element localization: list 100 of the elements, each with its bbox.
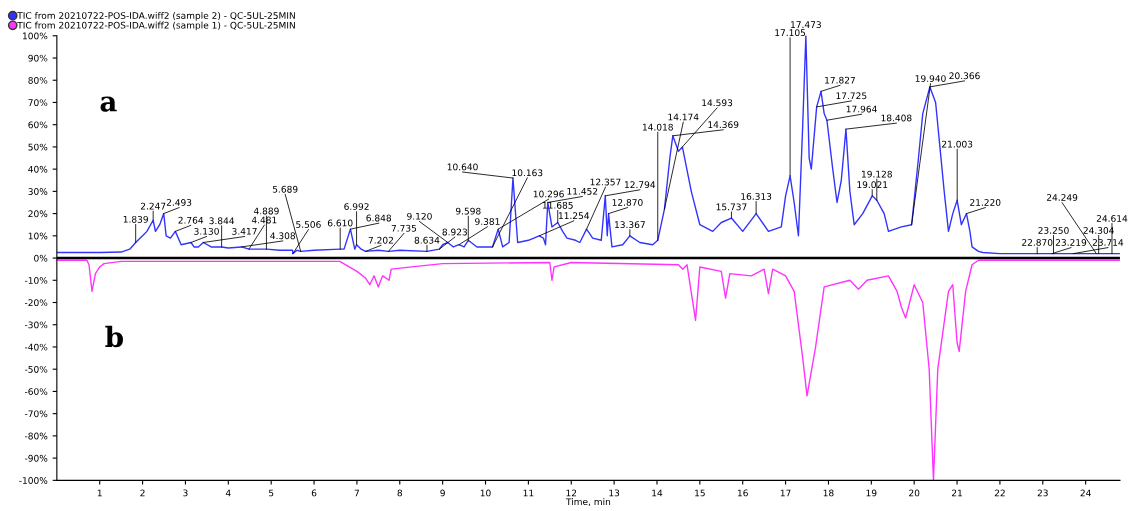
annotation: 24.614 [1096, 215, 1128, 222]
x-tick-label: 17 [780, 489, 791, 497]
annotation: 4.308 [270, 232, 296, 240]
annotation: 7.202 [368, 236, 393, 244]
annotation: 11.254 [558, 212, 590, 220]
x-tick-label: 22 [994, 489, 1005, 497]
y-tick-label: -90% [24, 454, 48, 462]
annotation: 3.130 [194, 227, 219, 235]
y-tick-label: -10% [24, 277, 48, 284]
annotation: 5.506 [296, 221, 321, 228]
annotation: 14.018 [642, 123, 673, 131]
y-tick-label: -70% [24, 410, 48, 418]
y-tick-label: 80% [28, 76, 48, 84]
y-tick-label: 0% [34, 254, 48, 262]
annotation: 10.640 [447, 163, 478, 171]
annotation: 20.366 [949, 72, 980, 80]
x-tick-label: 10 [480, 489, 491, 497]
annotation: 24.304 [1083, 227, 1114, 234]
y-tick-label: 40% [28, 165, 48, 173]
annotation: 24.249 [1046, 194, 1078, 201]
y-tick-label: -40% [24, 343, 48, 351]
annotation: 6.610 [327, 219, 353, 227]
x-tick-label: 1 [97, 489, 102, 497]
annotation: 19.128 [862, 170, 892, 178]
x-tick-label: 21 [951, 489, 962, 497]
y-tick-label: -60% [24, 388, 48, 395]
annotation: 9.381 [475, 218, 500, 225]
x-tick-label: 19 [866, 489, 877, 497]
x-tick-label: 9 [440, 489, 445, 497]
x-axis-title: Time, min [565, 498, 611, 507]
x-tick-label: 12 [566, 489, 577, 497]
y-tick-label: -50% [24, 365, 48, 373]
annotation: 12.357 [590, 178, 621, 186]
annotation: 8.923 [442, 228, 467, 236]
annotation: 2.764 [178, 216, 204, 224]
annotation: 2.247 [140, 202, 166, 210]
y-tick-label: 50% [28, 143, 48, 151]
annotation: 1.839 [123, 215, 148, 223]
x-tick-label: 20 [909, 489, 920, 497]
annotation: 19.940 [915, 75, 946, 82]
annotation: 4.889 [253, 207, 279, 215]
x-tick-label: 3 [183, 489, 188, 497]
annotation: 10.163 [512, 169, 543, 177]
annotation: 12.870 [612, 199, 643, 206]
y-tick-label: 90% [28, 54, 48, 62]
x-tick-label: 8 [397, 489, 403, 497]
y-tick-label: 30% [28, 188, 48, 195]
annotation: 15.737 [716, 203, 747, 211]
annotation: 16.313 [741, 193, 772, 200]
x-tick-label: 14 [652, 489, 663, 497]
annotation: 21.220 [970, 199, 1001, 206]
annotation: 3.417 [232, 227, 257, 235]
annotation: 7.735 [391, 224, 417, 232]
y-tick-label: -20% [24, 299, 48, 307]
annotation: 11.452 [567, 187, 598, 195]
annotation: 8.634 [414, 236, 440, 244]
annotation: 17.725 [836, 92, 867, 100]
y-tick-label: -100% [19, 477, 48, 484]
y-tick-label: 100% [23, 32, 48, 40]
y-tick-label: 10% [28, 232, 48, 240]
legend-label: TIC from 20210722-POS-IDA.wiff2 (sample 2) - QC-5UL-25MIN [17, 11, 295, 21]
annotation: 14.593 [702, 99, 733, 107]
y-tick-label: -30% [24, 321, 48, 329]
annotation: 10.296 [533, 190, 564, 198]
x-tick-label: 2 [140, 489, 145, 497]
annotation: 6.992 [344, 203, 369, 210]
x-tick-label: 15 [695, 489, 705, 497]
annotation: 17.964 [846, 105, 877, 113]
y-tick-label: -80% [24, 432, 48, 440]
annotation: 14.174 [668, 113, 699, 121]
annotation: 6.848 [366, 214, 392, 222]
annotation: 17.105 [775, 29, 806, 37]
annotation: 3.844 [209, 217, 235, 225]
annotation: 9.120 [407, 212, 432, 220]
annotation: a [100, 96, 117, 112]
x-tick-label: 4 [225, 489, 231, 497]
x-tick-label: 18 [823, 489, 834, 497]
annotation: 9.598 [455, 207, 481, 215]
annotation: 22.870 [1022, 239, 1053, 246]
y-tick-label: 20% [28, 210, 48, 218]
x-tick-label: 23 [1037, 489, 1048, 497]
annotation: 17.473 [791, 21, 821, 29]
annotation: b [105, 325, 123, 348]
y-tick-label: 70% [28, 99, 48, 107]
y-tick-label: 60% [28, 121, 48, 129]
annotation: 5.689 [272, 185, 298, 193]
annotation: 13.367 [615, 221, 645, 229]
annotation: 17.827 [825, 76, 855, 84]
annotation: 23.250 [1038, 227, 1069, 234]
annotation: 18.408 [881, 114, 912, 122]
x-tick-label: 24 [1080, 489, 1091, 497]
x-tick-label: 6 [311, 489, 317, 497]
annotation: 14.369 [708, 121, 739, 129]
x-tick-label: 13 [609, 489, 620, 497]
annotation: 23.219 [1055, 239, 1087, 246]
x-tick-label: 7 [354, 489, 360, 497]
legend-label: TIC from 20210722-POS-IDA.wiff2 (sample 1) - QC-5UL-25MIN [17, 21, 295, 31]
annotation: 2.493 [166, 199, 192, 206]
x-tick-label: 16 [737, 489, 748, 497]
x-tick-label: 11 [523, 489, 534, 497]
